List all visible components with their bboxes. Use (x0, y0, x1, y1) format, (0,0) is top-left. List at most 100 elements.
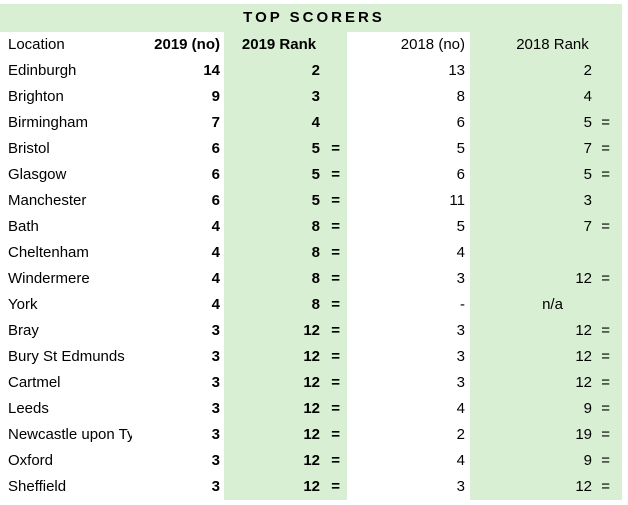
tie-2019: = (331, 192, 340, 209)
tie-2019: = (331, 140, 340, 157)
rank-2018: 12 (575, 478, 592, 495)
count-2019: 6 (211, 166, 220, 183)
rank-2018: 4 (583, 88, 592, 105)
rank-2019: 8 (311, 270, 320, 287)
tie-2018: = (601, 114, 610, 131)
tie-2019: = (331, 166, 340, 183)
tie-2019: = (331, 478, 340, 495)
count-2019: 3 (211, 478, 220, 495)
count-2018: 8 (456, 88, 465, 105)
rank-2019: 12 (303, 452, 320, 469)
location: Manchester (8, 192, 87, 209)
rank-2019: 3 (311, 88, 320, 105)
rank-2019: 12 (303, 348, 320, 365)
rank-2018: 12 (575, 322, 592, 339)
rank-2018: 7 (583, 140, 592, 157)
count-2019: 3 (211, 452, 220, 469)
count-2018: 3 (456, 270, 465, 287)
location: York (8, 296, 38, 313)
tie-2018: = (601, 218, 610, 235)
rank-2018-bg (470, 32, 622, 500)
tie-2018: = (601, 400, 610, 417)
count-2018: 13 (448, 62, 465, 79)
location: Brighton (8, 88, 64, 105)
tie-2018: = (601, 426, 610, 443)
rank-2019: 5 (311, 166, 320, 183)
rank-2018: 3 (583, 192, 592, 209)
count-2019: 14 (203, 62, 220, 79)
location: Bristol (8, 140, 50, 157)
rank-2018: 12 (575, 270, 592, 287)
rank-2019: 12 (303, 374, 320, 391)
rank-2019: 4 (311, 114, 320, 131)
count-2018: 6 (456, 114, 465, 131)
header-2018-rank: 2018 Rank (516, 36, 589, 53)
count-2019: 4 (211, 218, 220, 235)
count-2019: 6 (211, 192, 220, 209)
tie-2019: = (331, 452, 340, 469)
tie-2019: = (331, 348, 340, 365)
count-2018: 4 (456, 400, 465, 417)
count-2019: 3 (211, 400, 220, 417)
tie-2019: = (331, 244, 340, 261)
tie-2019: = (331, 400, 340, 417)
tie-2019: = (331, 322, 340, 339)
count-2019: 4 (211, 296, 220, 313)
count-2018: 6 (456, 166, 465, 183)
count-2018: 4 (456, 244, 465, 261)
rank-2019: 5 (311, 192, 320, 209)
location: Newcastle upon Tyne (8, 426, 132, 443)
rank-2019: 8 (311, 244, 320, 261)
title-bg (0, 4, 622, 32)
count-2018: 4 (456, 452, 465, 469)
rank-2018: 9 (583, 452, 592, 469)
rank-2018: n/a (542, 296, 563, 313)
rank-2019: 2 (311, 62, 320, 79)
rank-2018: 5 (583, 166, 592, 183)
count-2018: - (460, 296, 465, 313)
count-2019: 3 (211, 348, 220, 365)
header-2019-no: 2019 (no) (154, 36, 220, 53)
count-2019: 3 (211, 426, 220, 443)
location: Cheltenham (8, 244, 89, 261)
count-2018: 3 (456, 348, 465, 365)
rank-2018: 12 (575, 374, 592, 391)
tie-2019: = (331, 374, 340, 391)
rank-2019-bg (224, 32, 347, 500)
location: Glasgow (8, 166, 67, 183)
tie-2019: = (331, 296, 340, 313)
count-2019: 3 (211, 322, 220, 339)
title: TOP SCORERS (243, 9, 385, 26)
header-2019-rank: 2019 Rank (241, 36, 317, 53)
count-2018: 2 (456, 426, 465, 443)
tie-2018: = (601, 270, 610, 287)
tie-2018: = (601, 478, 610, 495)
rank-2019: 12 (303, 322, 320, 339)
header-location: Location (8, 36, 65, 53)
count-2019: 3 (211, 374, 220, 391)
rank-2018: 5 (583, 114, 592, 131)
location: Bray (8, 322, 39, 339)
count-2018: 3 (456, 322, 465, 339)
tie-2019: = (331, 426, 340, 443)
rank-2019: 8 (311, 218, 320, 235)
rank-2018: 9 (583, 400, 592, 417)
location: Cartmel (8, 374, 61, 391)
tie-2018: = (601, 166, 610, 183)
tie-2018: = (601, 140, 610, 157)
rank-2019: 12 (303, 426, 320, 443)
location: Sheffield (8, 478, 67, 495)
rank-2019: 5 (311, 140, 320, 157)
header-2018-no: 2018 (no) (400, 36, 465, 53)
rank-2018: 19 (575, 426, 592, 443)
tie-2019: = (331, 270, 340, 287)
count-2018: 3 (456, 374, 465, 391)
tie-2018: = (601, 452, 610, 469)
count-2019: 6 (211, 140, 220, 157)
location: Leeds (8, 400, 49, 417)
rank-2019: 8 (311, 296, 320, 313)
count-2018: 11 (449, 192, 465, 209)
rank-2019: 12 (303, 400, 320, 417)
tie-2018: = (601, 322, 610, 339)
rank-2019: 12 (303, 478, 320, 495)
